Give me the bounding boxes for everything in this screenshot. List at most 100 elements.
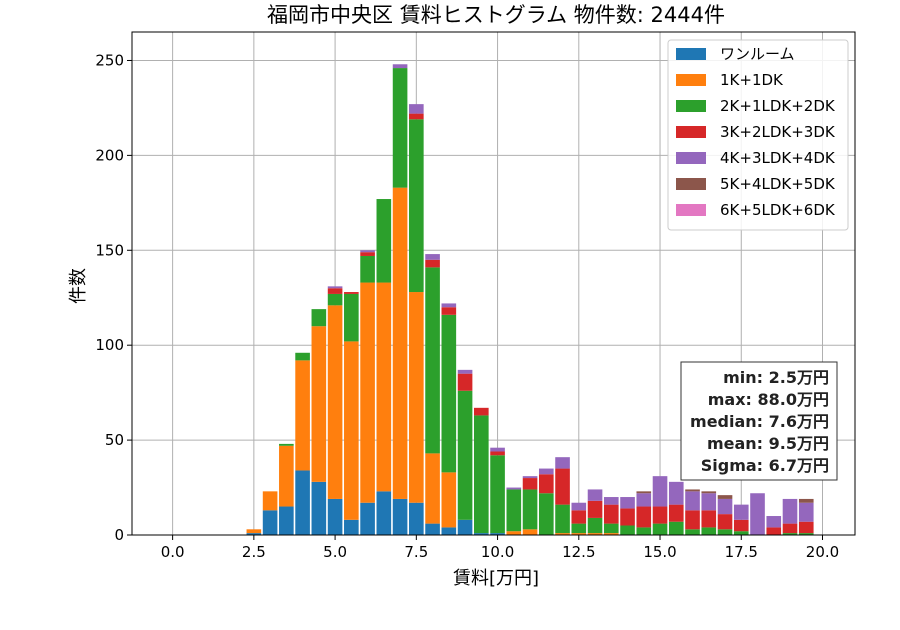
bar-series-4: [425, 254, 440, 260]
stats-box-frame: [680, 361, 838, 481]
legend-entry: 1K+1DK: [720, 71, 784, 89]
bar-series-2: [636, 527, 652, 535]
bar-series-0: [279, 506, 294, 535]
bar-series-3: [327, 288, 343, 294]
x-tick-label: 2.5: [242, 543, 266, 561]
stats-line: min: 2.5万円: [723, 368, 829, 387]
bar-series-1: [360, 282, 375, 503]
bar-series-1: [246, 529, 262, 534]
bar-series-4: [717, 498, 733, 515]
legend: ワンルーム 1K+1DK 2K+1LDK+2DK 3K+2LDK+3DK 4K+3LDK…: [667, 39, 849, 231]
bar-series-0: [474, 533, 489, 535]
x-tick-label: 7.5: [404, 543, 428, 561]
legend-swatch: [676, 204, 706, 216]
bar-series-1: [295, 360, 310, 471]
bar-series-3: [441, 307, 457, 315]
bar-series-4: [701, 493, 717, 511]
bar-series-3: [766, 527, 782, 535]
bar-series-4: [685, 491, 700, 511]
legend-entry: 4K+3LDK+4DK: [720, 149, 836, 167]
bar-series-2: [441, 314, 457, 473]
legend-entry: 5K+4LDK+5DK: [720, 175, 836, 193]
legend-entry: 2K+1LDK+2DK: [720, 97, 836, 115]
bar-series-2: [409, 119, 424, 293]
bar-series-4: [522, 476, 538, 479]
bar-series-0: [262, 510, 278, 535]
bar-series-0: [327, 498, 343, 535]
bar-series-5: [685, 489, 700, 492]
bar-series-0: [344, 519, 359, 535]
bar-series-3: [474, 407, 489, 416]
bar-series-4: [571, 502, 587, 511]
bar-series-0: [311, 481, 327, 535]
x-tick-label: 0.0: [161, 543, 185, 561]
bar-series-1: [376, 282, 392, 492]
bar-series-2: [620, 525, 635, 535]
bar-series-2: [603, 523, 619, 534]
bar-series-1: [344, 341, 359, 520]
x-tick-label: 5.0: [323, 543, 347, 561]
bar-series-4: [750, 493, 765, 535]
bar-series-3: [620, 508, 635, 526]
bar-series-1: [587, 533, 603, 535]
bar-series-2: [538, 493, 554, 535]
bar-series-2: [295, 352, 310, 361]
bar-series-4: [733, 504, 749, 520]
bar-series-3: [733, 519, 749, 532]
bar-series-2: [782, 533, 798, 535]
bar-series-3: [668, 504, 684, 522]
bar-series-5: [717, 495, 733, 499]
bar-series-1: [571, 533, 587, 535]
bar-series-3: [603, 504, 619, 524]
bar-series-0: [246, 533, 262, 535]
bar-series-2: [327, 293, 343, 306]
bar-series-0: [490, 533, 505, 535]
legend-swatch: [676, 126, 706, 138]
bar-series-4: [392, 64, 408, 69]
bar-series-2: [522, 489, 538, 530]
stats-line: mean: 9.5万円: [707, 434, 829, 453]
y-tick-label: 100: [95, 336, 124, 354]
bar-series-4: [441, 303, 457, 308]
x-axis-ticks: 0.0 2.5 5.0 7.5 10.0 12.5 15.0 17.5 20.0: [161, 535, 839, 561]
bar-series-2: [798, 533, 814, 535]
bar-series-5: [701, 491, 717, 494]
bar-series-3: [490, 451, 505, 456]
bar-series-3: [685, 510, 700, 530]
bar-series-3: [538, 474, 554, 494]
bar-series-3: [701, 510, 717, 528]
bar-series-1: [603, 533, 619, 535]
bar-series-3: [344, 292, 359, 294]
bar-series-2: [279, 443, 294, 446]
bar-series-1: [409, 292, 424, 503]
bar-series-1: [555, 533, 570, 535]
bar-series-3: [717, 514, 733, 530]
x-tick-label: 10.0: [481, 543, 514, 561]
bar-series-3: [587, 500, 603, 518]
x-tick-label: 12.5: [562, 543, 595, 561]
bar-series-2: [668, 521, 684, 535]
bar-series-4: [538, 468, 554, 475]
bar-series-2: [571, 523, 587, 534]
bar-series-1: [392, 187, 408, 499]
bar-series-3: [798, 521, 814, 534]
bar-series-3: [571, 510, 587, 524]
bar-series-3: [782, 523, 798, 534]
bar-series-0: [392, 498, 408, 535]
bar-series-2: [376, 199, 392, 283]
bar-series-2: [344, 293, 359, 342]
y-tick-label: 150: [95, 241, 124, 259]
bar-series-5: [798, 498, 814, 503]
bar-series-4: [587, 489, 603, 501]
bar-series-3: [652, 506, 668, 524]
bar-series-3: [555, 468, 570, 505]
legend-entry: 3K+2LDK+3DK: [720, 123, 836, 141]
legend-entry: ワンルーム: [720, 45, 795, 63]
bar-series-2: [490, 455, 505, 534]
bar-series-0: [409, 502, 424, 535]
bar-series-1: [327, 305, 343, 499]
bar-series-2: [425, 267, 440, 454]
bar-series-2: [360, 255, 375, 283]
stats-line: Sigma: 6.7万円: [701, 456, 829, 475]
